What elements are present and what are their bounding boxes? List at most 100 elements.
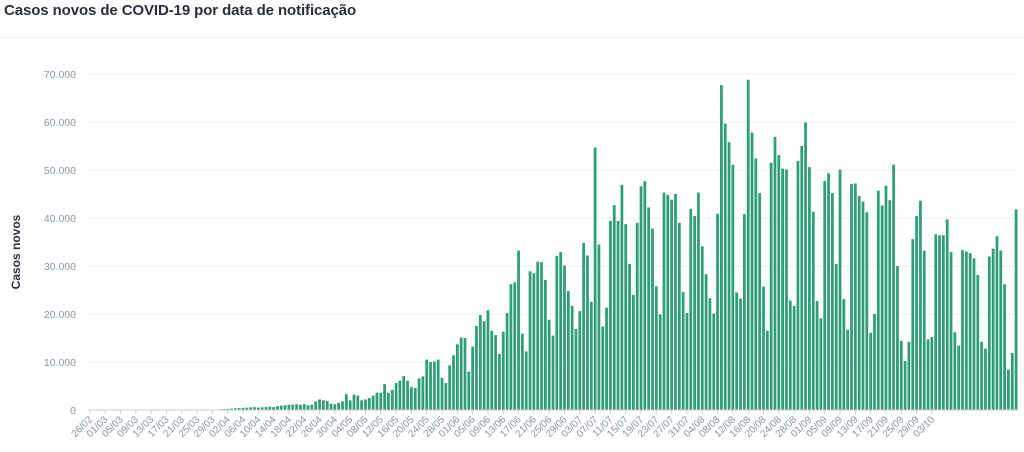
bar[interactable] [681, 291, 685, 410]
bar[interactable] [670, 199, 674, 410]
bar[interactable] [452, 355, 455, 410]
bar[interactable] [922, 250, 926, 410]
bar[interactable] [654, 286, 658, 410]
bar[interactable] [987, 256, 991, 410]
bar[interactable] [540, 262, 543, 410]
bar[interactable] [628, 264, 631, 410]
bar[interactable] [758, 193, 762, 410]
bar[interactable] [808, 167, 811, 410]
bar[interactable] [436, 359, 440, 410]
bar[interactable] [742, 214, 746, 410]
bar[interactable] [230, 408, 233, 410]
bar[interactable] [417, 378, 421, 410]
bar[interactable] [513, 282, 517, 410]
bar[interactable] [823, 181, 827, 410]
bar[interactable] [241, 407, 245, 410]
bar[interactable] [819, 318, 823, 410]
bar[interactable] [643, 181, 647, 410]
bar[interactable] [387, 392, 390, 410]
bar[interactable] [639, 186, 643, 410]
bar[interactable] [574, 328, 578, 410]
bar[interactable] [861, 201, 865, 410]
bar[interactable] [834, 264, 838, 410]
bar[interactable] [475, 326, 478, 410]
bar[interactable] [930, 337, 934, 410]
bar[interactable] [245, 407, 249, 410]
bar[interactable] [647, 207, 651, 410]
bar[interactable] [425, 359, 429, 410]
bar[interactable] [712, 313, 716, 410]
bar[interactable] [635, 222, 639, 410]
bar[interactable] [976, 275, 980, 410]
bar[interactable] [440, 377, 444, 410]
bar[interactable] [800, 146, 804, 410]
bar[interactable] [945, 219, 949, 410]
bar[interactable] [287, 404, 291, 410]
bar[interactable] [612, 205, 616, 410]
bar[interactable] [364, 399, 367, 410]
bar[interactable] [226, 408, 230, 410]
bar[interactable] [938, 235, 941, 410]
bar[interactable] [984, 348, 987, 410]
bar[interactable] [865, 212, 869, 410]
bar[interactable] [888, 200, 892, 410]
bar[interactable] [926, 339, 930, 410]
bar[interactable] [429, 362, 432, 410]
bar[interactable] [268, 406, 272, 410]
bar[interactable] [341, 401, 344, 410]
bar[interactable] [869, 332, 873, 410]
bar[interactable] [941, 235, 945, 410]
bar[interactable] [371, 395, 375, 410]
bar[interactable] [999, 250, 1003, 410]
bar[interactable] [352, 394, 356, 410]
bar[interactable] [658, 314, 662, 410]
bar[interactable] [850, 183, 853, 410]
bar[interactable] [586, 255, 589, 410]
bar[interactable] [528, 271, 532, 410]
bar[interactable] [597, 244, 601, 410]
bar[interactable] [651, 228, 654, 410]
bar[interactable] [739, 298, 742, 410]
bar[interactable] [788, 300, 792, 410]
bar[interactable] [727, 142, 731, 410]
bar[interactable] [348, 400, 352, 410]
bar[interactable] [995, 236, 999, 410]
bar[interactable] [325, 400, 329, 410]
bar[interactable] [406, 380, 409, 410]
bar[interactable] [884, 185, 888, 410]
bar[interactable] [536, 261, 540, 410]
bar[interactable] [360, 400, 364, 410]
bar[interactable] [846, 329, 850, 410]
bar[interactable] [344, 394, 348, 410]
bar[interactable] [735, 292, 739, 410]
bar[interactable] [421, 376, 425, 410]
bar[interactable] [903, 361, 907, 410]
bar[interactable] [337, 402, 341, 410]
bar[interactable] [448, 365, 452, 410]
bar[interactable] [815, 301, 819, 410]
bar[interactable] [593, 147, 597, 410]
bar[interactable] [253, 407, 256, 410]
bar[interactable] [980, 341, 984, 410]
bar[interactable] [919, 200, 922, 410]
bar[interactable] [482, 321, 486, 410]
bar[interactable] [237, 408, 241, 410]
bar[interactable] [555, 255, 559, 410]
bar[interactable] [291, 404, 295, 410]
bar[interactable] [716, 213, 719, 410]
bar[interactable] [321, 400, 325, 410]
bar[interactable] [677, 222, 681, 410]
bar[interactable] [383, 384, 386, 410]
bar[interactable] [295, 404, 298, 410]
bar[interactable] [333, 404, 337, 410]
bar[interactable] [501, 331, 505, 410]
bar[interactable] [566, 290, 570, 410]
bar[interactable] [570, 305, 574, 410]
bar[interactable] [896, 266, 899, 410]
bar[interactable] [547, 319, 551, 410]
bar[interactable] [769, 162, 773, 410]
bar[interactable] [750, 132, 754, 410]
bar[interactable] [233, 408, 237, 410]
bar[interactable] [961, 250, 964, 410]
bar[interactable] [494, 335, 497, 410]
